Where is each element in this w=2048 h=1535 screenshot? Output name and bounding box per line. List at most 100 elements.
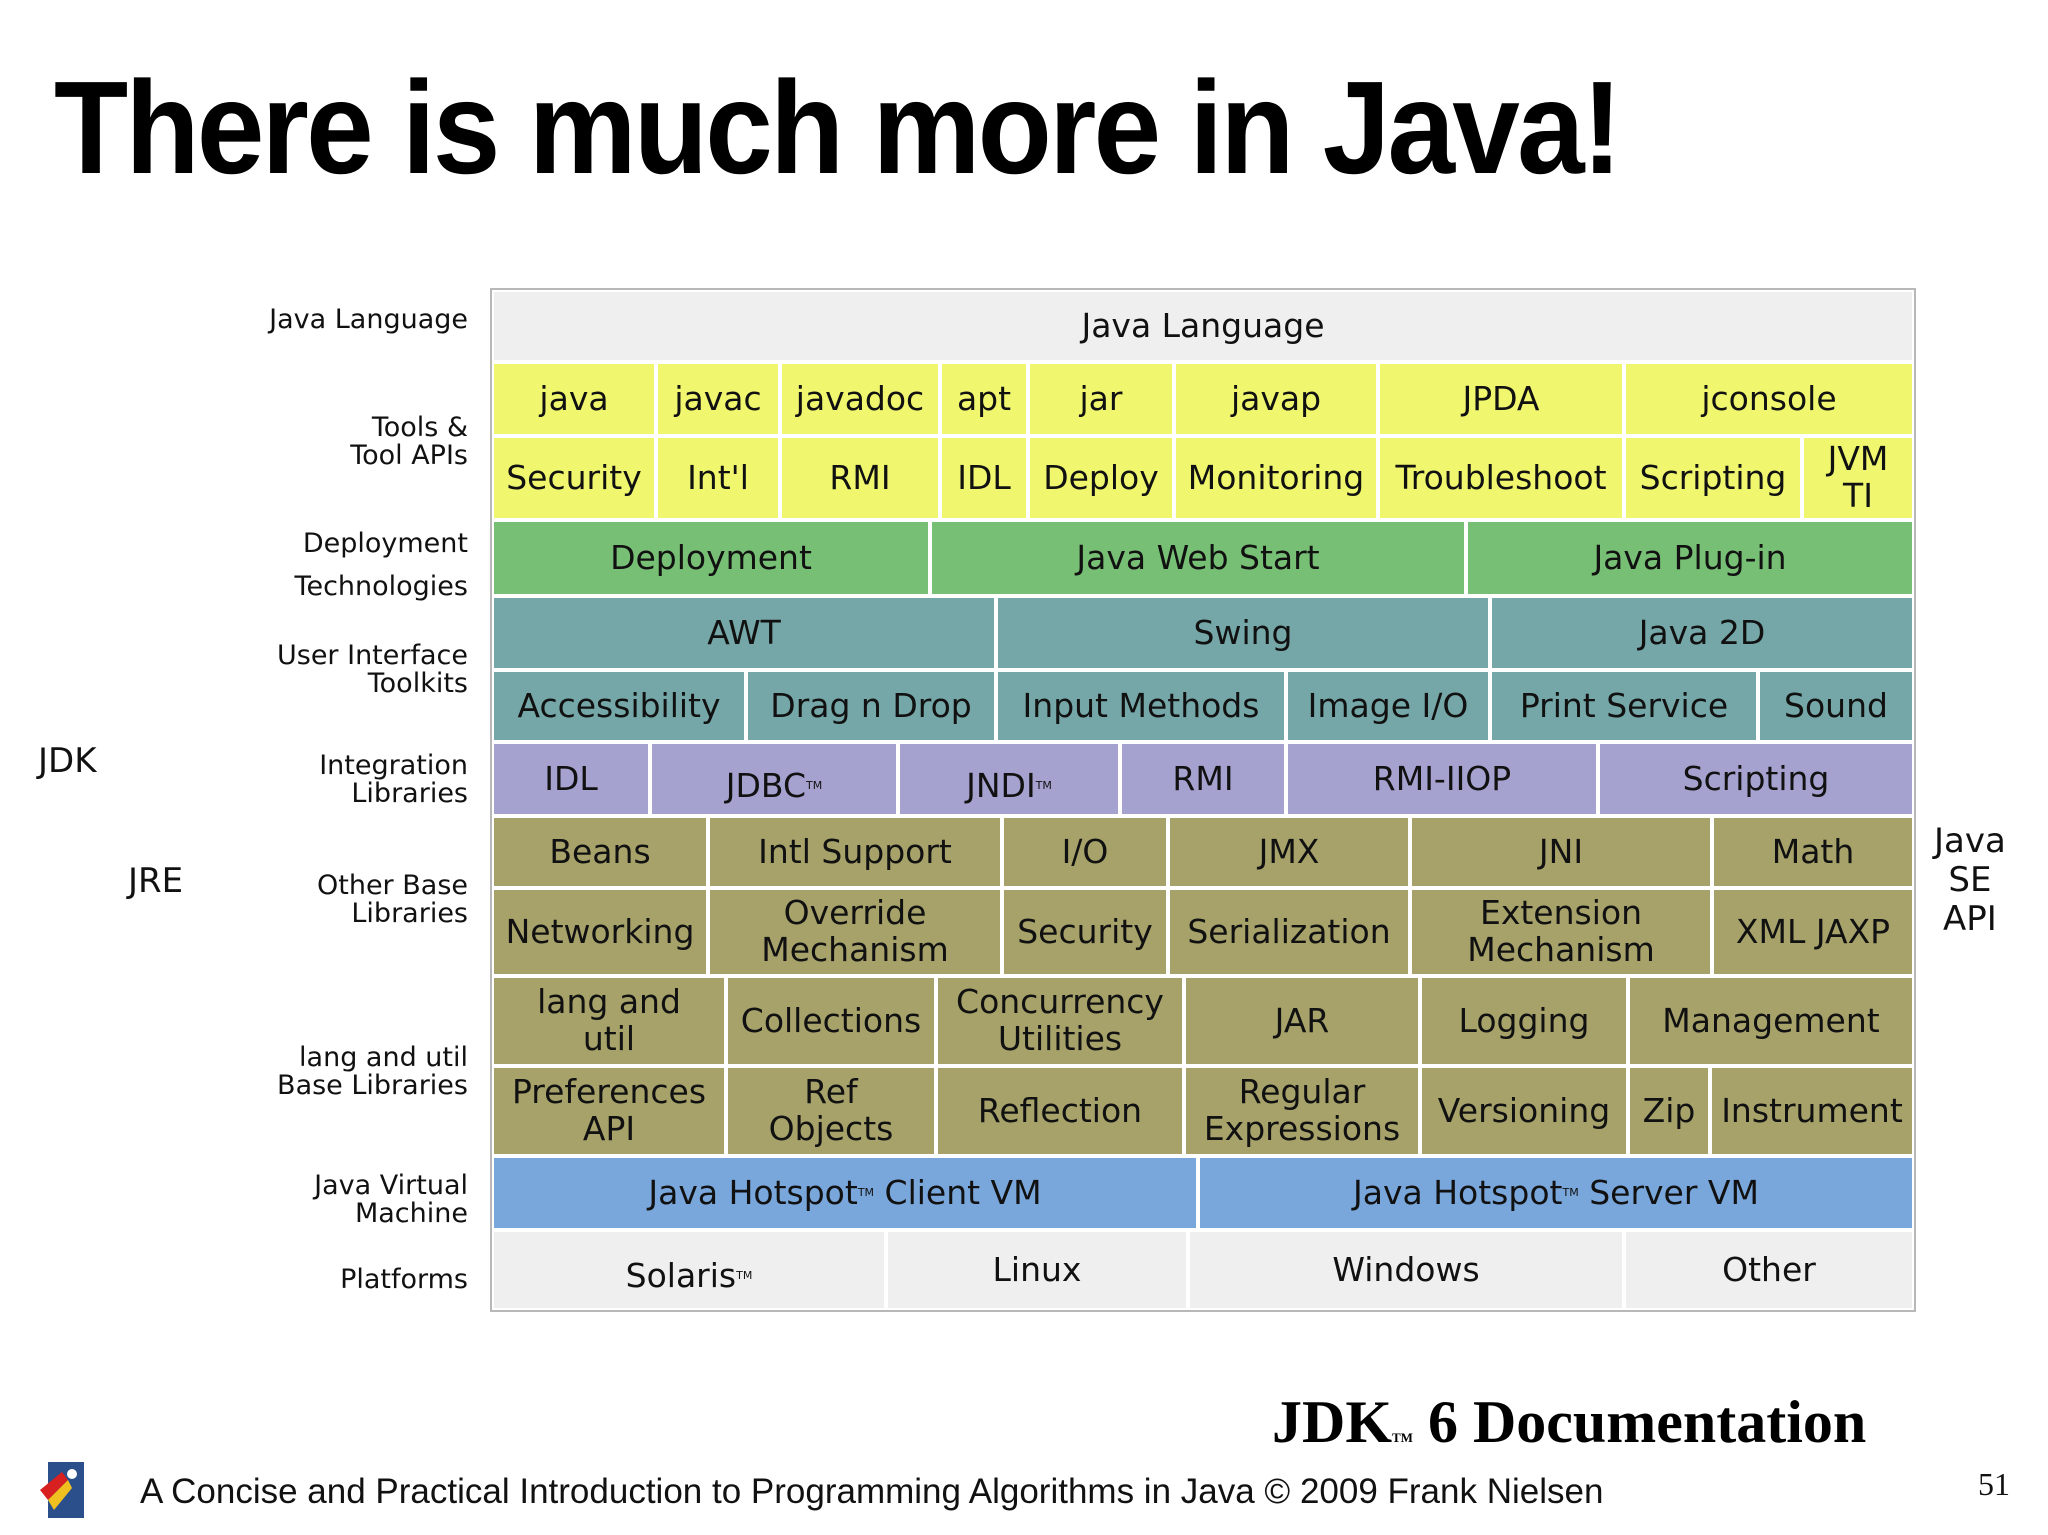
cell-jndi: JNDI TM	[898, 742, 1120, 816]
cell-beans: Beans	[492, 816, 708, 888]
jdbc-label: JDBC	[725, 765, 807, 805]
cell-intl-support: Intl Support	[708, 816, 1002, 888]
jndi-label: JNDI	[966, 765, 1036, 805]
solaris-tm: TM	[736, 1268, 753, 1282]
cell-tool-troubleshoot: Troubleshoot	[1378, 436, 1624, 520]
cell-tool-javadoc: javadoc	[780, 362, 940, 436]
cell-tool-idl: IDL	[940, 436, 1028, 520]
row-label-langutil: lang and util Base Libraries	[277, 1042, 468, 1102]
caption-jdk: JDK	[1272, 1389, 1392, 1455]
row-label-deployment: Deployment Technologies	[294, 528, 468, 603]
cell-tool-security: Security	[492, 436, 656, 520]
cell-integration-idl: IDL	[492, 742, 650, 816]
cell-other-security: Security	[1002, 888, 1168, 976]
caption-rest: 6 Documentation	[1412, 1389, 1867, 1455]
cell-input-methods: Input Methods	[996, 670, 1286, 742]
cell-tool-jvmti: JVM TI	[1802, 436, 1914, 520]
caption-tm: TM	[1392, 1430, 1413, 1445]
cell-tool-jconsole: jconsole	[1624, 362, 1914, 436]
cell-java-2d: Java 2D	[1490, 596, 1914, 670]
cell-tool-apt: apt	[940, 362, 1028, 436]
row-label-integration: Integration Libraries	[319, 750, 468, 810]
cell-extension-mechanism: Extension Mechanism	[1410, 888, 1712, 976]
cell-instrument: Instrument	[1710, 1066, 1914, 1156]
cell-regular-expressions: Regular Expressions	[1184, 1066, 1420, 1156]
jdk-6-documentation-caption: JDKTM 6 Documentation	[1272, 1388, 1866, 1457]
cell-tool-deploy: Deploy	[1028, 436, 1174, 520]
cell-tool-javac: javac	[656, 362, 780, 436]
cell-tool-java: java	[492, 362, 656, 436]
cell-tool-scripting: Scripting	[1624, 436, 1802, 520]
slide-title: There is much more in Java!	[54, 54, 1622, 201]
row-label-jvm: Java Virtual Machine	[314, 1170, 468, 1230]
row-label-platforms: Platforms	[340, 1264, 468, 1295]
cell-jdbc: JDBC TM	[650, 742, 898, 816]
cell-hotspot-server-vm: Java Hotspot TM Server VM	[1198, 1156, 1914, 1230]
jdk-label: JDK	[38, 741, 97, 781]
cell-deployment: Deployment	[492, 520, 930, 596]
server-vm-tm: TM	[1562, 1185, 1579, 1199]
page-number: 51	[1978, 1466, 2010, 1502]
row-label-ui: User Interface Toolkits	[276, 640, 468, 700]
cell-lang-and-util: lang and util	[492, 976, 726, 1066]
jre-label: JRE	[128, 861, 184, 901]
cell-integration-rmi: RMI	[1120, 742, 1286, 816]
cell-zip: Zip	[1628, 1066, 1710, 1156]
cell-java-web-start: Java Web Start	[930, 520, 1466, 596]
jdbc-tm: TM	[806, 778, 823, 792]
cell-override-mechanism: Override Mechanism	[708, 888, 1002, 976]
cell-tool-monitoring: Monitoring	[1174, 436, 1378, 520]
university-logo-icon	[40, 1462, 84, 1518]
jndi-tm: TM	[1035, 778, 1052, 792]
cell-management: Management	[1628, 976, 1914, 1066]
cell-networking: Networking	[492, 888, 708, 976]
cell-java-language: Java Language	[492, 290, 1914, 362]
cell-accessibility: Accessibility	[492, 670, 746, 742]
row-label-tools: Tools & Tool APIs	[350, 412, 468, 472]
cell-concurrency-utilities: Concurrency Utilities	[936, 976, 1184, 1066]
cell-jmx: JMX	[1168, 816, 1410, 888]
cell-sound: Sound	[1758, 670, 1914, 742]
cell-integration-scripting: Scripting	[1598, 742, 1914, 816]
client-vm-label: Client VM	[884, 1172, 1042, 1212]
cell-jni: JNI	[1410, 816, 1712, 888]
cell-hotspot-client-vm: Java Hotspot TM Client VM	[492, 1156, 1198, 1230]
cell-ref-objects: Ref Objects	[726, 1066, 936, 1156]
cell-preferences-api: Preferences API	[492, 1066, 726, 1156]
cell-io: I/O	[1002, 816, 1168, 888]
cell-tool-javap: javap	[1174, 362, 1378, 436]
cell-solaris: Solaris TM	[492, 1230, 886, 1310]
cell-xml-jaxp: XML JAXP	[1712, 888, 1914, 976]
cell-rmi-iiop: RMI-IIOP	[1286, 742, 1598, 816]
cell-collections: Collections	[726, 976, 936, 1066]
cell-java-plug-in: Java Plug-in	[1466, 520, 1914, 596]
cell-other-platform: Other	[1624, 1230, 1914, 1310]
cell-tool-jpda: JPDA	[1378, 362, 1624, 436]
java-se-architecture-diagram: Java Language java javac javadoc apt jar…	[490, 288, 1916, 1312]
cell-print-service: Print Service	[1490, 670, 1758, 742]
cell-reflection: Reflection	[936, 1066, 1184, 1156]
cell-drag-n-drop: Drag n Drop	[746, 670, 996, 742]
cell-windows: Windows	[1188, 1230, 1624, 1310]
row-label-language: Java Language	[269, 304, 468, 335]
cell-tool-rmi: RMI	[780, 436, 940, 520]
cell-jar: JAR	[1184, 976, 1420, 1066]
cell-serialization: Serialization	[1168, 888, 1410, 976]
server-vm-label: Server VM	[1589, 1172, 1759, 1212]
cell-swing: Swing	[996, 596, 1490, 670]
java-se-api-label: Java SE API	[1934, 821, 2006, 940]
cell-versioning: Versioning	[1420, 1066, 1628, 1156]
cell-awt: AWT	[492, 596, 996, 670]
client-vm-hotspot: Java Hotspot	[648, 1172, 858, 1212]
cell-linux: Linux	[886, 1230, 1188, 1310]
cell-tool-jar: jar	[1028, 362, 1174, 436]
server-vm-hotspot: Java Hotspot	[1353, 1172, 1563, 1212]
client-vm-tm: TM	[857, 1185, 875, 1199]
cell-math: Math	[1712, 816, 1914, 888]
footer-text: A Concise and Practical Introduction to …	[140, 1472, 1604, 1511]
row-label-other: Other Base Libraries	[317, 870, 468, 930]
cell-image-io: Image I/O	[1286, 670, 1490, 742]
solaris-label: Solaris	[625, 1255, 737, 1295]
cell-tool-intl: Int'l	[656, 436, 780, 520]
cell-logging: Logging	[1420, 976, 1628, 1066]
